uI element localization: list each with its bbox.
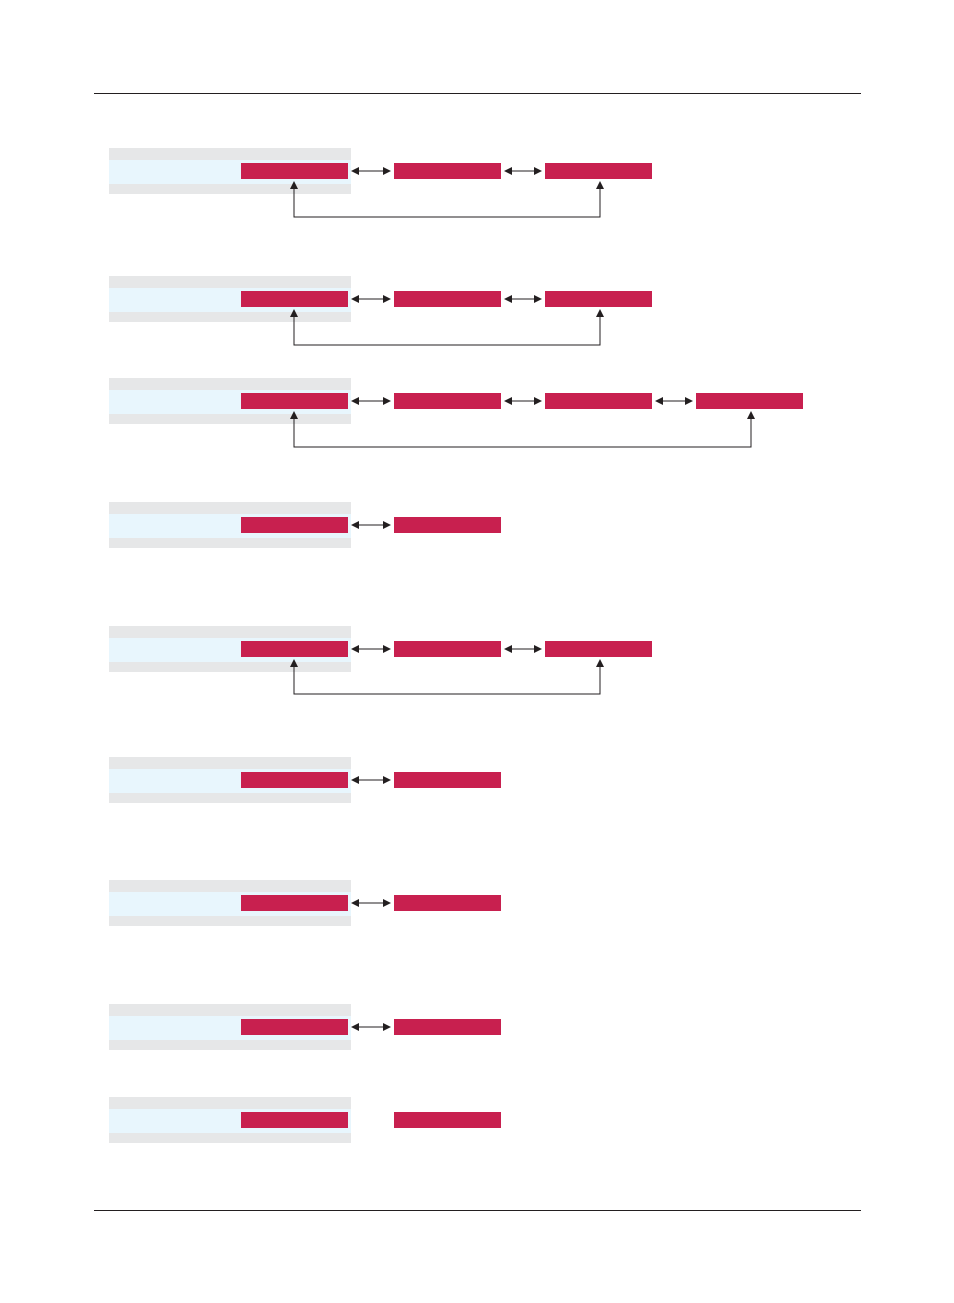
node-box — [394, 641, 501, 657]
node-box — [545, 291, 652, 307]
node-box — [394, 895, 501, 911]
node-box — [394, 163, 501, 179]
source-panel — [109, 880, 351, 926]
panel-band-bot — [109, 538, 351, 548]
node-box — [545, 641, 652, 657]
panel-band-top — [109, 757, 351, 769]
panel-band-bot — [109, 1040, 351, 1050]
node-box — [241, 772, 348, 788]
node-box — [545, 393, 652, 409]
panel-band-bot — [109, 312, 351, 322]
panel-band-top — [109, 502, 351, 514]
node-box — [241, 517, 348, 533]
node-box — [545, 163, 652, 179]
node-box — [394, 1019, 501, 1035]
node-box — [241, 393, 348, 409]
return-link-arrow — [290, 411, 755, 448]
node-box — [241, 1112, 348, 1128]
node-box — [394, 393, 501, 409]
panel-band-top — [109, 880, 351, 892]
node-box — [241, 291, 348, 307]
node-box — [394, 772, 501, 788]
panel-band-top — [109, 378, 351, 390]
panel-band-top — [109, 276, 351, 288]
panel-band-top — [109, 148, 351, 160]
footer-rule — [94, 1210, 861, 1211]
node-box — [394, 1112, 501, 1128]
node-box — [241, 163, 348, 179]
panel-band-bot — [109, 793, 351, 803]
node-box — [394, 517, 501, 533]
panel-band-top — [109, 1097, 351, 1109]
source-panel — [109, 1004, 351, 1050]
source-panel — [109, 626, 351, 672]
panel-band-top — [109, 626, 351, 638]
panel-band-bot — [109, 414, 351, 424]
panel-band-bot — [109, 662, 351, 672]
panel-band-top — [109, 1004, 351, 1016]
node-box — [241, 895, 348, 911]
header-rule — [94, 93, 861, 94]
node-box — [696, 393, 803, 409]
panel-band-bot — [109, 916, 351, 926]
node-box — [241, 641, 348, 657]
node-box — [241, 1019, 348, 1035]
panel-band-bot — [109, 184, 351, 194]
panel-band-bot — [109, 1133, 351, 1143]
node-box — [394, 291, 501, 307]
